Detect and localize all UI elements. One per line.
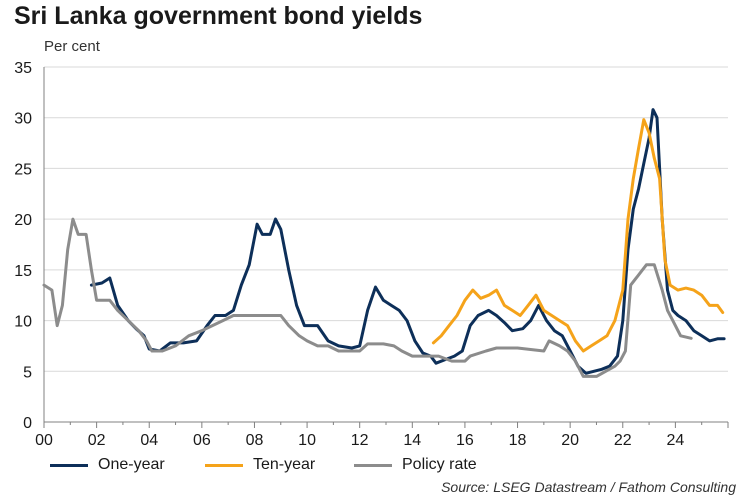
legend-item-one-year: One-year <box>50 456 165 474</box>
y-tick-label: 15 <box>14 263 32 280</box>
series-line-ten-year <box>431 118 725 353</box>
legend-label-policy-rate: Policy rate <box>402 456 477 473</box>
y-tick-label: 35 <box>14 60 32 77</box>
legend-item-policy-rate: Policy rate <box>354 456 477 474</box>
x-tick-label: 00 <box>35 432 53 449</box>
y-tick-label: 0 <box>23 415 32 432</box>
y-tick-label: 25 <box>14 161 32 178</box>
series-lines <box>42 108 726 378</box>
legend-swatch-policy-rate <box>354 463 392 467</box>
x-tick-label: 14 <box>403 432 421 449</box>
y-tick-label: 5 <box>23 364 32 381</box>
x-tick-label: 08 <box>246 432 264 449</box>
x-tick-label: 18 <box>509 432 527 449</box>
series-line-one-year <box>89 108 726 375</box>
axes <box>43 67 729 428</box>
legend-swatch-ten-year <box>205 463 243 467</box>
chart-title: Sri Lanka government bond yields <box>14 2 423 30</box>
gridlines <box>44 66 728 372</box>
series-line-policy-rate <box>42 217 693 378</box>
legend-item-ten-year: Ten-year <box>205 456 315 474</box>
legend-label-one-year: One-year <box>98 456 165 473</box>
x-tick-label: 16 <box>456 432 474 449</box>
source-note: Source: LSEG Datastream / Fathom Consult… <box>441 479 736 495</box>
legend-label-ten-year: Ten-year <box>253 456 316 473</box>
y-tick-label: 10 <box>14 314 32 331</box>
x-tick-label: 10 <box>298 432 316 449</box>
x-tick-label: 24 <box>666 432 684 449</box>
x-tick-label: 04 <box>140 432 158 449</box>
tick-labels: 0 5 10 15 20 25 30 35 00 02 04 06 08 10 12 14 16 18 20 22 24 <box>14 60 684 449</box>
x-tick-label: 02 <box>88 432 106 449</box>
x-tick-label: 22 <box>614 432 632 449</box>
legend: One-year Ten-year Policy rate <box>0 456 750 478</box>
x-tick-label: 06 <box>193 432 211 449</box>
y-tick-label: 30 <box>14 111 32 128</box>
x-tick-label: 12 <box>351 432 369 449</box>
x-tick-label: 20 <box>561 432 579 449</box>
legend-swatch-one-year <box>50 463 88 467</box>
chart-subtitle: Per cent <box>44 38 100 55</box>
y-tick-label: 20 <box>14 212 32 229</box>
